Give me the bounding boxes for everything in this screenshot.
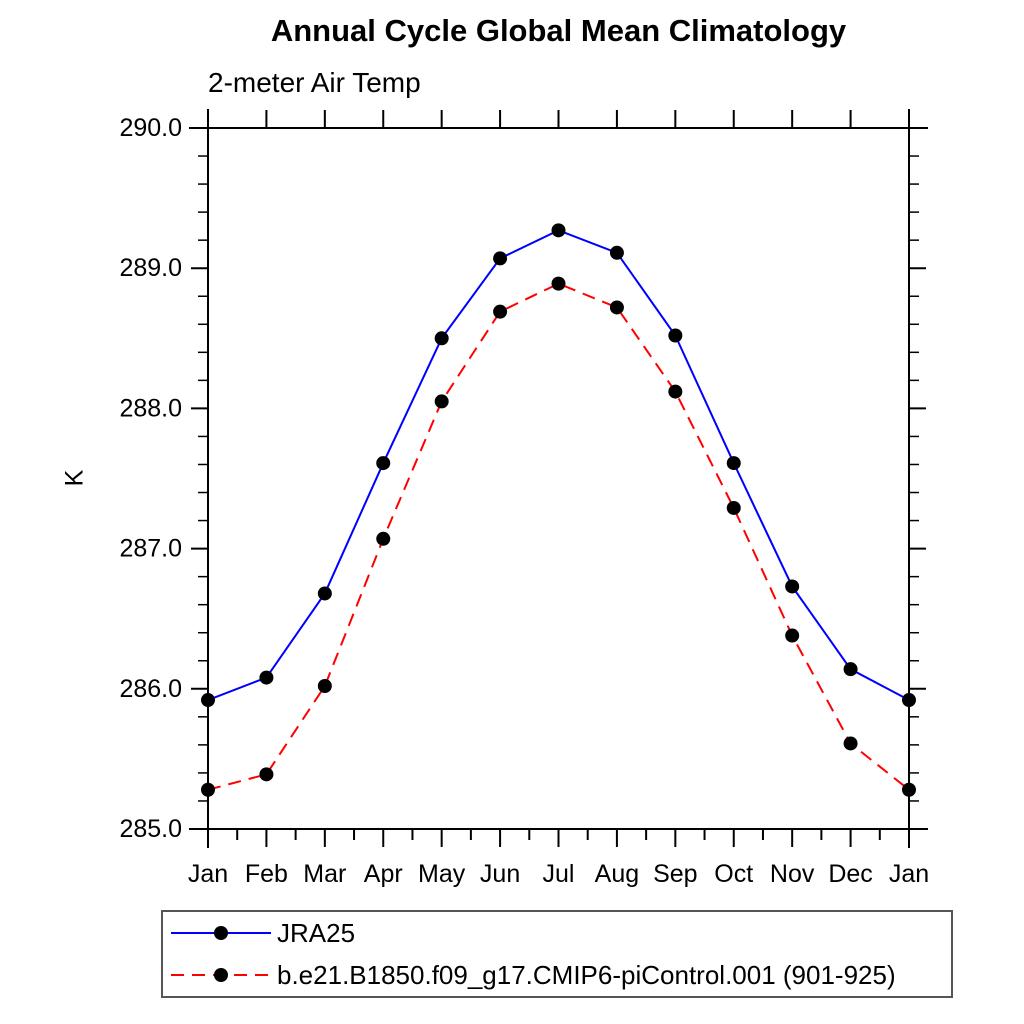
data-point xyxy=(726,456,741,471)
data-point xyxy=(785,628,800,643)
chart-subtitle: 2-meter Air Temp xyxy=(208,67,421,98)
series-line-0 xyxy=(207,229,910,701)
data-point xyxy=(609,245,624,260)
chart-title: Annual Cycle Global Mean Climatology xyxy=(270,13,847,48)
legend-item-jra25: JRA25 xyxy=(168,912,951,954)
x-tick-label: Oct xyxy=(714,860,753,888)
legend-item-picontrol: b.e21.B1850.f09_g17.CMIP6-piControl.001 … xyxy=(168,954,951,996)
x-tick-label: Aug xyxy=(595,860,639,888)
x-tick-label: Dec xyxy=(828,860,872,888)
data-point xyxy=(317,678,332,693)
data-point xyxy=(668,384,683,399)
data-point xyxy=(668,328,683,343)
data-point xyxy=(317,586,332,601)
y-tick-label: 288.0 xyxy=(119,394,182,422)
x-tick-label: Jan xyxy=(889,860,929,888)
legend-marker-dot xyxy=(214,968,228,982)
y-tick-label: 285.0 xyxy=(119,815,182,843)
x-tick-label: Apr xyxy=(364,860,403,888)
x-tick-label: Feb xyxy=(245,860,288,888)
legend-line-sample-solid xyxy=(171,926,271,940)
data-point xyxy=(259,767,274,782)
data-point xyxy=(902,693,916,708)
legend-label-picontrol: b.e21.B1850.f09_g17.CMIP6-piControl.001 … xyxy=(277,959,896,990)
data-point xyxy=(493,304,508,319)
x-tick-label: Mar xyxy=(303,860,346,888)
y-tick-label: 290.0 xyxy=(119,114,182,142)
data-point xyxy=(434,331,449,346)
data-point xyxy=(726,500,741,515)
data-point xyxy=(902,782,916,797)
x-tick-label: Nov xyxy=(770,860,815,888)
data-point xyxy=(201,693,215,708)
x-tick-label: Sep xyxy=(653,860,697,888)
x-tick-label: Jan xyxy=(188,860,228,888)
x-tick-label: Jun xyxy=(480,860,520,888)
y-tick-label: 289.0 xyxy=(119,254,182,282)
data-point xyxy=(259,670,274,685)
legend-line-sample-dashed xyxy=(171,968,271,982)
data-point xyxy=(609,300,624,315)
series-line-1 xyxy=(207,282,910,791)
data-point xyxy=(493,251,508,266)
data-point xyxy=(551,223,566,238)
legend-box: JRA25 b.e21.B1850.f09_g17.CMIP6-piContro… xyxy=(161,910,953,998)
data-point xyxy=(551,276,566,291)
x-tick-label: May xyxy=(418,860,466,888)
legend-marker-dot xyxy=(214,926,228,940)
data-point xyxy=(434,394,449,409)
data-point xyxy=(843,736,858,751)
y-tick-label: 287.0 xyxy=(119,535,182,563)
legend-label-jra25: JRA25 xyxy=(277,917,356,948)
data-point xyxy=(843,662,858,677)
data-point xyxy=(201,782,215,797)
data-point xyxy=(785,579,800,594)
x-tick-label: Jul xyxy=(543,860,575,888)
data-point xyxy=(376,456,391,471)
y-tick-label: 286.0 xyxy=(119,675,182,703)
data-point xyxy=(376,531,391,546)
